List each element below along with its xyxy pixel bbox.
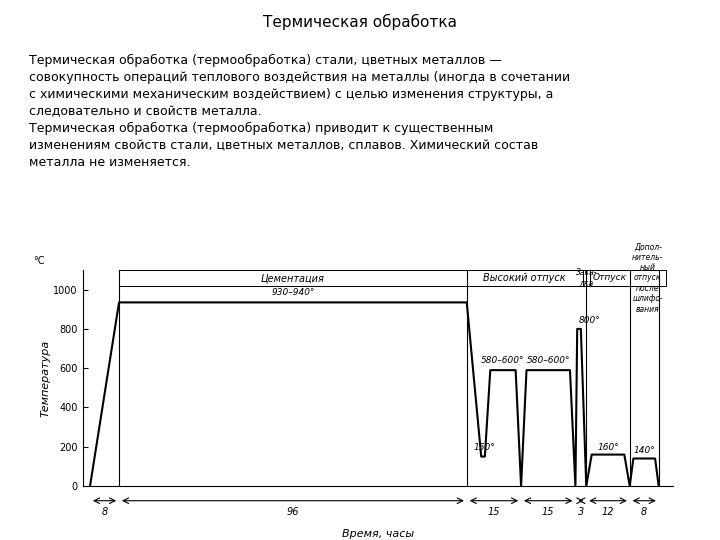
Text: 8: 8 <box>641 507 647 517</box>
Y-axis label: Температура: Температура <box>40 339 50 417</box>
Text: Допол-
нитель-
ный
отпуск
после
шлифо-
вания: Допол- нитель- ный отпуск после шлифо- в… <box>632 242 664 314</box>
Text: Отпуск: Отпуск <box>593 273 627 282</box>
Text: 150°: 150° <box>474 443 496 451</box>
Text: 800°: 800° <box>579 316 600 325</box>
Bar <box>119 270 467 286</box>
Text: Высокий отпуск: Высокий отпуск <box>483 273 566 283</box>
Text: Время, часы: Время, часы <box>342 529 414 538</box>
Text: 15: 15 <box>487 507 500 517</box>
Text: 3: 3 <box>577 507 584 517</box>
Text: 580–600°: 580–600° <box>526 356 570 365</box>
Text: °C: °C <box>33 255 44 266</box>
Text: 8: 8 <box>102 507 108 517</box>
Bar <box>630 270 666 286</box>
Text: 15: 15 <box>542 507 554 517</box>
Text: 160°: 160° <box>597 443 619 451</box>
Text: Термическая обработка: Термическая обработка <box>263 14 457 30</box>
Bar <box>582 270 590 286</box>
Bar <box>467 270 582 286</box>
Text: Термическая обработка (термообработка) стали, цветных металлов —
совокупность оп: Термическая обработка (термообработка) с… <box>29 54 570 169</box>
Text: 12: 12 <box>602 507 614 517</box>
Text: Зака-
лка: Зака- лка <box>575 268 597 288</box>
Text: Цементация: Цементация <box>261 273 325 283</box>
Text: 930–940°: 930–940° <box>271 288 315 298</box>
Bar <box>590 270 630 286</box>
Text: 140°: 140° <box>634 446 655 455</box>
Text: 580–600°: 580–600° <box>481 356 525 365</box>
Text: 96: 96 <box>287 507 299 517</box>
